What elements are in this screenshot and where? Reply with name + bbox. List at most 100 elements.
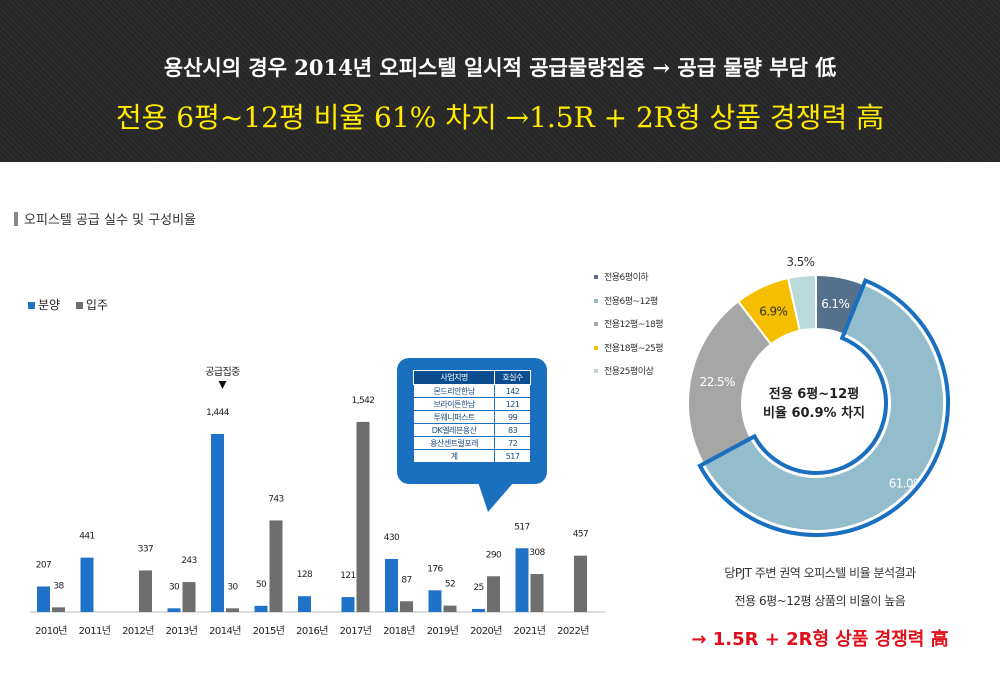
bar-value-label: 207 — [36, 560, 51, 570]
donut-legend-label: 전용25평이상 — [604, 367, 654, 377]
donut-legend-item: 전용6평이하 — [594, 270, 663, 294]
bar-movein — [226, 608, 239, 612]
x-tick-label: 2020년 — [470, 625, 502, 637]
donut-legend-item: 전용12평~18평 — [594, 317, 664, 341]
supply-table: 사업지명 호실수 몬드리안한남 142 브라이튼한남 121 투웨니퍼스트 99 DK… — [412, 370, 531, 463]
donut-legend-label: 전용6평이하 — [604, 273, 649, 283]
table-cell: 몬드리안한남 — [412, 384, 496, 398]
callout-tail — [478, 482, 514, 512]
x-tick-label: 2021년 — [514, 625, 546, 637]
donut-value-label: 6.1% — [821, 297, 849, 311]
bar-movein — [269, 520, 283, 612]
bar-movein — [182, 582, 196, 612]
bar-value-label: 38 — [53, 581, 64, 591]
bar-sale — [385, 558, 398, 612]
bar-value-label: 128 — [297, 570, 313, 580]
bar-value-label: 430 — [384, 533, 400, 543]
bar-value-label: 243 — [181, 556, 196, 566]
bar-movein — [139, 570, 152, 612]
donut-legend-label: 전용18평~25평 — [604, 343, 664, 354]
table-row: 계 517 — [412, 449, 531, 463]
donut-legend-item: 전용25평이상 — [594, 364, 663, 388]
table-row: 용산센트럴포레 72 — [412, 436, 531, 450]
donut-legend-swatch — [594, 345, 598, 350]
bar-sale — [211, 434, 224, 612]
bar-value-label: 337 — [138, 544, 153, 554]
donut-center-line: 전용 6평~12평 — [768, 387, 860, 402]
bar-value-label: 308 — [529, 548, 545, 558]
bar-movein — [530, 574, 544, 612]
donut-value-label: 6.9% — [759, 304, 787, 318]
donut-legend-swatch — [594, 369, 598, 373]
table-row: 몬드리안한남 142 — [412, 384, 531, 398]
donut-slice — [702, 282, 945, 532]
bar-movein — [52, 607, 65, 612]
bar-value-label: 50 — [256, 580, 267, 590]
headline-highlight: 전용 6평~12평 비율 61% 차지 →1.5R + 2R형 상품 경쟁력 高 — [115, 101, 885, 134]
bar-movein — [356, 421, 370, 612]
table-cell: 121 — [494, 397, 531, 411]
bar-sale — [472, 608, 485, 612]
legend-label-movein: 입주 — [85, 298, 109, 312]
legend-swatch-sale — [28, 302, 35, 309]
x-tick-label: 2016년 — [296, 625, 328, 637]
table-header-cell: 호실수 — [494, 370, 531, 385]
bar-value-label: 30 — [169, 582, 180, 592]
donut-legend-swatch — [594, 298, 598, 303]
legend-swatch-movein — [75, 302, 83, 309]
bar-sale — [167, 608, 181, 612]
table-header-cell: 사업지명 — [412, 370, 496, 385]
analysis-note: 당PJT 주변 권역 오피스텔 비율 분석결과 — [724, 566, 916, 580]
bar-sale — [515, 548, 529, 612]
bar-sale — [428, 590, 442, 612]
section-title: 오피스텔 공급 실수 및 구성비율 — [14, 209, 196, 228]
donut-slice — [687, 299, 773, 466]
legend-item-sale: 분양 — [28, 298, 60, 312]
x-tick-label: 2014년 — [209, 625, 241, 637]
table-row: 투웨니퍼스트 99 — [412, 410, 531, 424]
table-cell: 83 — [494, 423, 531, 437]
table-cell: 계 — [412, 449, 496, 463]
donut-slice — [786, 273, 817, 332]
x-tick-label: 2015년 — [253, 625, 285, 637]
x-tick-label: 2022년 — [557, 625, 589, 637]
table-cell: 72 — [494, 436, 531, 450]
bar-legend: 분양 입주 — [28, 296, 120, 313]
x-tick-label: 2013년 — [166, 625, 198, 637]
donut-value-label: 22.5% — [700, 375, 735, 389]
table-cell: 투웨니퍼스트 — [412, 410, 496, 424]
bar-value-label: 1,444 — [206, 408, 230, 418]
table-row: 브라이튼한남 121 — [412, 397, 531, 411]
bar-value-label: 441 — [79, 532, 94, 542]
bar-sale — [37, 586, 50, 612]
x-tick-label: 2012년 — [122, 625, 154, 637]
donut-legend-swatch — [594, 275, 598, 279]
donut-legend-item: 전용18평~25평 — [594, 341, 664, 365]
donut-highlight-outline — [697, 277, 950, 537]
donut-center-line: 비율 60.9% 차지 — [763, 406, 865, 421]
bar-sale — [80, 557, 94, 612]
donut-center-text: 전용 6평~12평 비율 60.9% 차지 — [750, 385, 878, 423]
donut-legend-item: 전용6평~12평 — [594, 294, 663, 318]
bar-value-label: 743 — [268, 494, 283, 504]
x-tick-label: 2019년 — [427, 625, 459, 637]
donut-legend-label: 전용6평~12평 — [604, 296, 658, 307]
bar-value-label: 290 — [486, 550, 502, 560]
bar-value-label: 30 — [227, 582, 238, 592]
conclusion-note: → 1.5R + 2R형 상품 경쟁력 高 — [691, 629, 949, 650]
x-tick-label: 2011년 — [79, 625, 111, 637]
headline-primary: 용산시의 경우 2014년 오피스텔 일시적 공급물량집중 → 공급 물량 부담… — [163, 55, 837, 80]
annotation-label: 공급집중 — [205, 366, 240, 378]
table-cell: 브라이튼한남 — [412, 397, 496, 411]
legend-item-movein: 입주 — [75, 298, 109, 312]
bar-movein — [443, 605, 457, 612]
bar-value-label: 457 — [573, 530, 588, 540]
bar-value-label: 25 — [473, 583, 483, 593]
bar-value-label: 52 — [445, 580, 455, 590]
donut-legend-swatch — [594, 322, 598, 326]
donut-legend: 전용6평이하 전용6평~12평 전용12평~18평 전용18평~25평 전용25… — [594, 270, 664, 388]
bar-value-label: 87 — [401, 575, 411, 585]
bar-value-label: 176 — [427, 564, 443, 574]
x-tick-label: 2018년 — [383, 625, 415, 637]
annotation-arrow — [218, 381, 227, 389]
